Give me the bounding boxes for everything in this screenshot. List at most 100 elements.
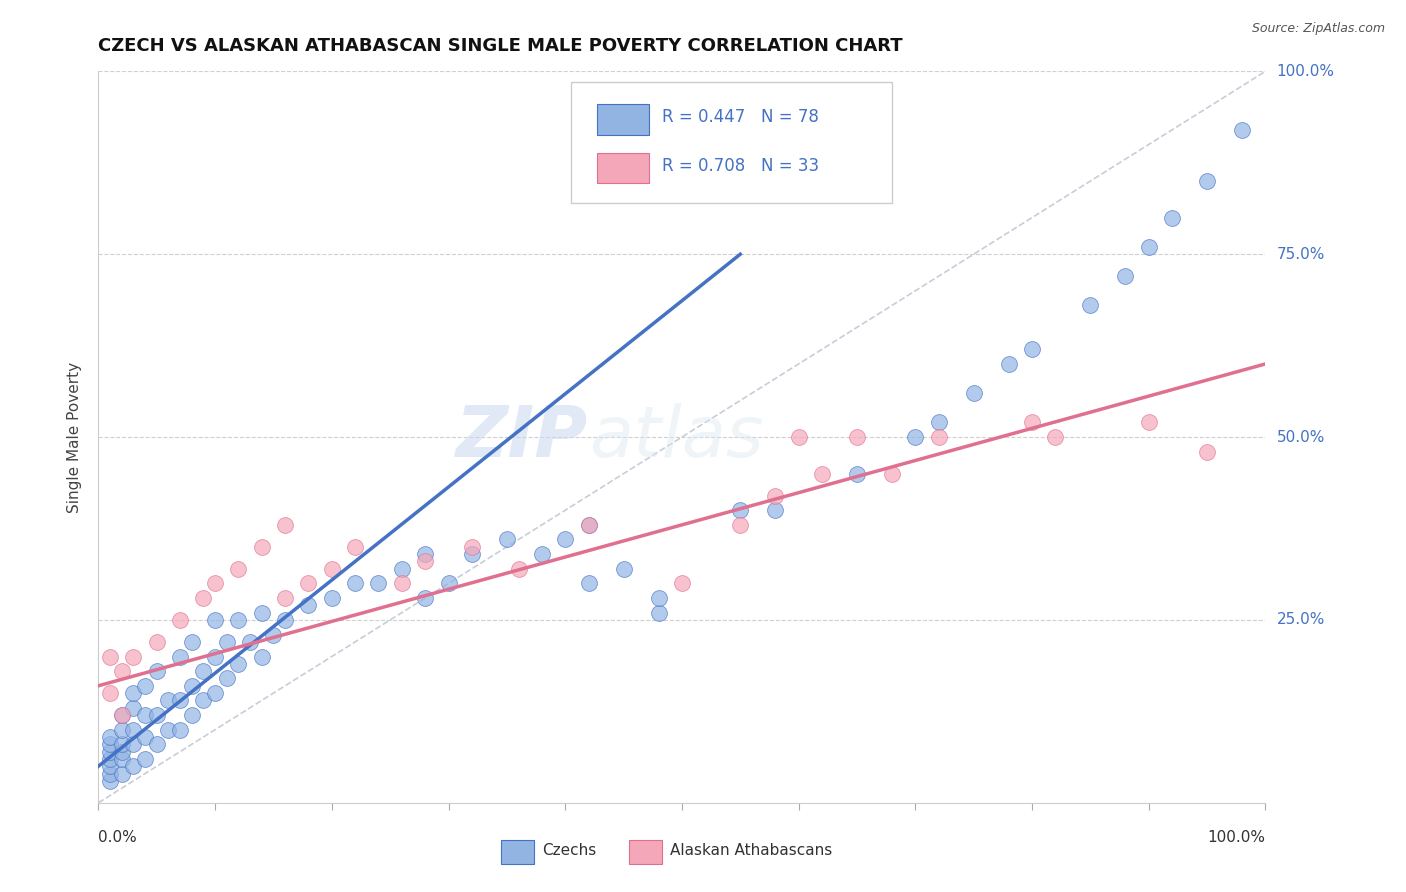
Point bbox=[134, 679, 156, 693]
Bar bbox=[630, 840, 662, 863]
Point bbox=[111, 708, 134, 723]
Point bbox=[169, 613, 191, 627]
Text: 50.0%: 50.0% bbox=[1277, 430, 1324, 444]
Point bbox=[508, 562, 530, 576]
Point bbox=[554, 533, 576, 547]
Point bbox=[578, 517, 600, 532]
Point bbox=[321, 591, 343, 605]
Point bbox=[157, 693, 180, 707]
Point bbox=[1045, 430, 1067, 444]
Point bbox=[98, 737, 121, 751]
Point bbox=[146, 708, 169, 723]
Point bbox=[98, 773, 121, 788]
Point bbox=[122, 737, 145, 751]
Point bbox=[262, 627, 284, 641]
Point bbox=[204, 649, 226, 664]
Point bbox=[98, 752, 121, 766]
Text: Source: ZipAtlas.com: Source: ZipAtlas.com bbox=[1251, 22, 1385, 36]
Point bbox=[98, 649, 121, 664]
Point bbox=[274, 517, 297, 532]
Point bbox=[391, 576, 413, 591]
Point bbox=[98, 759, 121, 773]
Point bbox=[228, 613, 250, 627]
Text: 75.0%: 75.0% bbox=[1277, 247, 1324, 261]
Point bbox=[578, 576, 600, 591]
Point bbox=[111, 708, 134, 723]
Point bbox=[997, 357, 1019, 371]
Point bbox=[146, 635, 169, 649]
Point bbox=[1080, 298, 1102, 312]
Point bbox=[461, 547, 484, 561]
Point bbox=[111, 737, 134, 751]
Point bbox=[763, 489, 786, 503]
Point bbox=[215, 672, 238, 686]
Bar bbox=[596, 104, 650, 135]
Point bbox=[787, 430, 810, 444]
Point bbox=[846, 467, 869, 481]
Point bbox=[647, 606, 669, 620]
Point bbox=[180, 679, 202, 693]
Point bbox=[111, 766, 134, 780]
Point bbox=[962, 386, 984, 401]
Point bbox=[193, 664, 215, 678]
Point bbox=[846, 430, 869, 444]
Point bbox=[98, 686, 121, 700]
Point bbox=[274, 613, 297, 627]
Point bbox=[496, 533, 519, 547]
Bar bbox=[501, 840, 534, 863]
Text: R = 0.447   N = 78: R = 0.447 N = 78 bbox=[662, 109, 818, 127]
Point bbox=[1195, 444, 1218, 458]
Point bbox=[193, 693, 215, 707]
Point bbox=[228, 562, 250, 576]
Point bbox=[1161, 211, 1184, 225]
Point bbox=[928, 430, 950, 444]
Text: 100.0%: 100.0% bbox=[1277, 64, 1334, 78]
Point bbox=[98, 730, 121, 744]
Point bbox=[613, 562, 636, 576]
Point bbox=[1137, 416, 1160, 430]
Point bbox=[461, 540, 484, 554]
Point bbox=[98, 745, 121, 759]
Text: 100.0%: 100.0% bbox=[1208, 830, 1265, 845]
Point bbox=[730, 517, 752, 532]
Point bbox=[169, 649, 191, 664]
Point bbox=[763, 503, 786, 517]
Point bbox=[215, 635, 238, 649]
Point bbox=[1021, 343, 1043, 357]
Point bbox=[811, 467, 834, 481]
Point bbox=[297, 599, 319, 613]
Point bbox=[134, 708, 156, 723]
Point bbox=[413, 547, 436, 561]
Point bbox=[169, 723, 191, 737]
Text: CZECH VS ALASKAN ATHABASCAN SINGLE MALE POVERTY CORRELATION CHART: CZECH VS ALASKAN ATHABASCAN SINGLE MALE … bbox=[98, 37, 903, 54]
Point bbox=[239, 635, 262, 649]
Point bbox=[111, 723, 134, 737]
Point bbox=[122, 700, 145, 714]
Point bbox=[180, 708, 202, 723]
Point bbox=[413, 554, 436, 568]
Text: atlas: atlas bbox=[589, 402, 763, 472]
Point bbox=[1021, 416, 1043, 430]
Point bbox=[98, 766, 121, 780]
Point bbox=[134, 752, 156, 766]
Point bbox=[250, 649, 273, 664]
Point bbox=[1114, 269, 1136, 284]
Point bbox=[297, 576, 319, 591]
Point bbox=[928, 416, 950, 430]
Point bbox=[228, 657, 250, 671]
Point bbox=[193, 591, 215, 605]
Point bbox=[578, 517, 600, 532]
Text: 25.0%: 25.0% bbox=[1277, 613, 1324, 627]
Point bbox=[204, 686, 226, 700]
Point bbox=[250, 606, 273, 620]
Point bbox=[530, 547, 553, 561]
Point bbox=[204, 613, 226, 627]
Point bbox=[146, 737, 169, 751]
Point bbox=[122, 649, 145, 664]
Point bbox=[730, 503, 752, 517]
Point bbox=[1137, 240, 1160, 254]
Text: R = 0.708   N = 33: R = 0.708 N = 33 bbox=[662, 157, 820, 175]
Text: Alaskan Athabascans: Alaskan Athabascans bbox=[671, 843, 832, 858]
Point bbox=[111, 745, 134, 759]
Point bbox=[157, 723, 180, 737]
